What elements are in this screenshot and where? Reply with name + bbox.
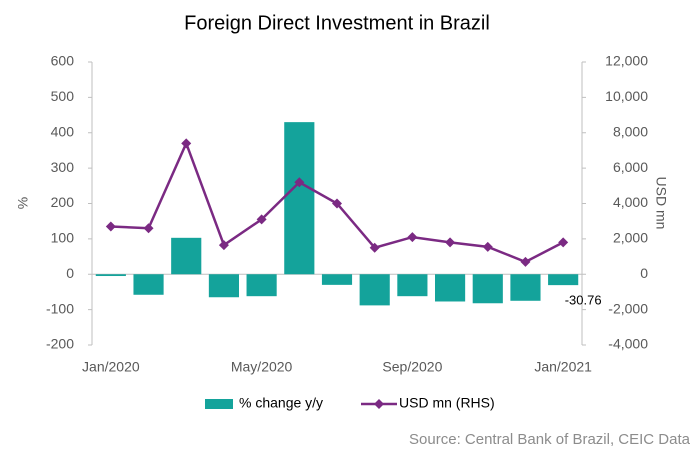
marker (181, 138, 192, 149)
bar (246, 274, 277, 297)
bar (133, 274, 164, 295)
y-tick-label: 300 (51, 159, 75, 175)
y2-tick-label: -4,000 (608, 336, 648, 352)
y-tick-label: 400 (51, 123, 75, 139)
marker (218, 240, 229, 251)
y-tick-label: 0 (66, 265, 74, 281)
y-tick-label: 500 (51, 88, 75, 104)
bar (472, 274, 503, 304)
bar (95, 274, 126, 277)
bar (548, 274, 579, 286)
bar (321, 274, 353, 285)
marker (558, 237, 569, 248)
x-tick-label: Jan/2020 (82, 359, 140, 375)
bar (208, 274, 239, 298)
chart-title: Foreign Direct Investment in Brazil (184, 12, 490, 34)
marker (520, 256, 531, 267)
x-tick-label: Sep/2020 (382, 359, 442, 375)
y-tick-label: 200 (51, 194, 75, 210)
y2-tick-label: 10,000 (605, 88, 648, 104)
marker (482, 241, 493, 252)
y-tick-label: 100 (51, 230, 75, 246)
x-tick-label: May/2020 (231, 359, 293, 375)
y2-tick-label: -2,000 (608, 300, 648, 316)
y2-tick-label: 2,000 (613, 230, 648, 246)
marker (369, 242, 380, 253)
legend-label: USD mn (RHS) (399, 395, 495, 411)
y-tick-label: -200 (46, 336, 74, 352)
legend-swatch (374, 399, 384, 409)
bar (397, 274, 428, 297)
marker (105, 221, 116, 232)
source-note: Source: Central Bank of Brazil, CEIC Dat… (409, 431, 691, 448)
y2-tick-label: 8,000 (613, 123, 648, 139)
marker (256, 214, 267, 225)
marker (332, 198, 342, 209)
marker (407, 232, 418, 243)
bar (435, 274, 466, 302)
marker (445, 237, 456, 248)
marker (294, 177, 305, 188)
data-label: -30.76 (565, 293, 602, 308)
y-tick-label: 600 (51, 53, 75, 69)
legend-label: % change y/y (239, 395, 323, 411)
y2-tick-label: 6,000 (613, 159, 648, 175)
legend-swatch (205, 399, 233, 409)
y2-tick-label: 12,000 (605, 53, 648, 69)
y-tick-label: -100 (46, 300, 74, 316)
y-axis-label: % (15, 197, 31, 209)
bar (510, 274, 541, 301)
y2-tick-label: 0 (640, 265, 648, 281)
bar (359, 274, 390, 306)
bar (171, 237, 202, 275)
x-tick-label: Jan/2021 (534, 359, 592, 375)
marker (143, 223, 154, 234)
y2-tick-label: 4,000 (613, 194, 648, 210)
bar (284, 122, 315, 275)
y2-axis-label: USD mn (653, 177, 669, 230)
